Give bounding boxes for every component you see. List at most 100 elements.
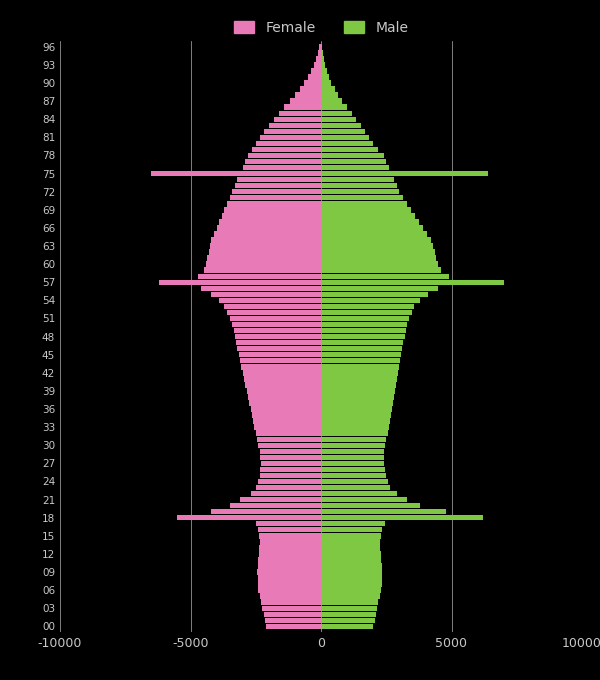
Bar <box>321 575 382 581</box>
Bar <box>224 304 321 309</box>
Bar <box>321 159 386 165</box>
Bar <box>199 273 321 279</box>
Bar <box>321 243 433 249</box>
Bar <box>321 352 401 358</box>
Bar <box>259 551 321 557</box>
Bar <box>321 449 385 454</box>
Bar <box>256 485 321 490</box>
Bar <box>252 412 321 418</box>
Bar <box>211 237 321 243</box>
Bar <box>321 183 397 188</box>
Bar <box>211 509 321 514</box>
Bar <box>258 527 321 532</box>
Bar <box>308 74 321 80</box>
Bar <box>321 225 423 231</box>
Bar <box>321 309 412 315</box>
Bar <box>159 279 321 285</box>
Bar <box>256 141 321 146</box>
Bar <box>227 309 321 315</box>
Bar <box>260 473 321 478</box>
Bar <box>321 237 431 243</box>
Bar <box>321 588 381 593</box>
Bar <box>259 479 321 484</box>
Bar <box>321 189 400 194</box>
Bar <box>256 430 321 436</box>
Bar <box>251 491 321 496</box>
Bar <box>248 394 321 400</box>
Bar <box>321 509 446 514</box>
Bar <box>209 250 321 255</box>
Bar <box>321 401 393 406</box>
Bar <box>321 177 394 182</box>
Bar <box>321 50 323 56</box>
Bar <box>321 153 383 158</box>
Bar <box>236 340 321 345</box>
Bar <box>321 521 385 526</box>
Bar <box>321 250 434 255</box>
Bar <box>321 364 400 369</box>
Bar <box>266 624 321 629</box>
Bar <box>321 611 376 617</box>
Bar <box>321 267 441 273</box>
Bar <box>321 424 389 430</box>
Bar <box>232 189 321 194</box>
Bar <box>284 105 321 110</box>
Bar <box>247 388 321 394</box>
Bar <box>201 286 321 291</box>
Bar <box>321 430 388 436</box>
Bar <box>321 479 388 484</box>
Bar <box>253 418 321 424</box>
Bar <box>304 80 321 86</box>
Bar <box>321 207 411 213</box>
Bar <box>208 256 321 261</box>
Bar <box>262 605 321 611</box>
Bar <box>211 292 321 297</box>
Bar <box>321 74 329 80</box>
Bar <box>321 99 343 104</box>
Bar <box>260 594 321 599</box>
Bar <box>321 231 427 237</box>
Bar <box>254 424 321 430</box>
Bar <box>240 497 321 503</box>
Bar <box>321 340 403 345</box>
Bar <box>321 273 449 279</box>
Bar <box>321 581 382 587</box>
Bar <box>321 44 322 50</box>
Bar <box>252 147 321 152</box>
Bar <box>321 563 382 568</box>
Bar <box>321 122 361 128</box>
Bar <box>261 600 321 605</box>
Bar <box>321 63 325 68</box>
Bar <box>299 86 321 92</box>
Bar <box>321 346 403 352</box>
Bar <box>316 56 321 62</box>
Bar <box>259 533 321 539</box>
Bar <box>321 279 504 285</box>
Bar <box>321 515 483 520</box>
Bar <box>210 243 321 249</box>
Bar <box>321 92 338 98</box>
Bar <box>151 171 321 176</box>
Bar <box>321 437 386 442</box>
Bar <box>321 111 352 116</box>
Bar <box>240 358 321 364</box>
Bar <box>219 219 321 224</box>
Bar <box>224 207 321 213</box>
Bar <box>248 153 321 158</box>
Bar <box>321 473 386 478</box>
Bar <box>239 352 321 358</box>
Bar <box>321 605 377 611</box>
Bar <box>259 443 321 448</box>
Bar <box>321 316 409 321</box>
Bar <box>321 545 380 551</box>
Bar <box>321 286 439 291</box>
Bar <box>321 594 380 599</box>
Bar <box>321 141 373 146</box>
Bar <box>260 449 321 454</box>
Bar <box>217 225 321 231</box>
Bar <box>241 364 321 369</box>
Bar <box>232 322 321 327</box>
Bar <box>178 515 321 520</box>
Bar <box>230 316 321 321</box>
Bar <box>321 56 324 62</box>
